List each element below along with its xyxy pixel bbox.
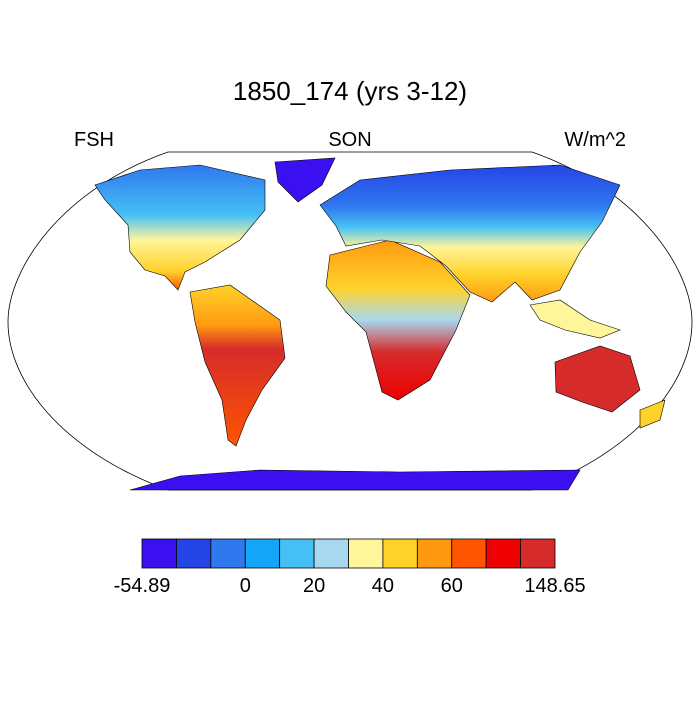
new-zealand (639, 399, 666, 429)
colorbar-box (348, 538, 384, 569)
colorbar-box (313, 538, 349, 569)
colorbar-box (416, 538, 453, 569)
eurasia (319, 164, 621, 303)
antarctica (129, 469, 581, 491)
colorbar-label: -54.89 (114, 575, 171, 597)
south-america (189, 284, 286, 447)
colorbar: -54.89 0 20 40 60 148.65 (114, 538, 586, 597)
colorbar-box (485, 538, 521, 569)
colorbar-label: 148.65 (524, 575, 585, 597)
greenland (274, 157, 336, 203)
colorbar-box (210, 538, 246, 569)
colorbar-box (141, 538, 177, 569)
africa (325, 239, 471, 401)
colorbar-box (382, 538, 418, 569)
colorbar-label: 60 (441, 575, 463, 597)
north-america (94, 164, 266, 291)
australia (554, 345, 641, 413)
colorbar-label: 0 (240, 575, 251, 597)
colorbar-box (279, 538, 315, 569)
maritime-continent (529, 299, 621, 339)
map (7, 151, 693, 491)
colorbar-label: 20 (303, 575, 325, 597)
right-string: W/m^2 (564, 129, 626, 151)
colorbar-box (451, 538, 487, 569)
colorbar-box (176, 538, 212, 569)
center-string: SON (328, 129, 371, 151)
left-string: FSH (74, 129, 114, 151)
map-title: 1850_174 (yrs 3-12) (233, 76, 467, 106)
colorbar-label: 40 (372, 575, 394, 597)
colorbar-box (520, 538, 556, 569)
colorbar-box (244, 538, 281, 569)
